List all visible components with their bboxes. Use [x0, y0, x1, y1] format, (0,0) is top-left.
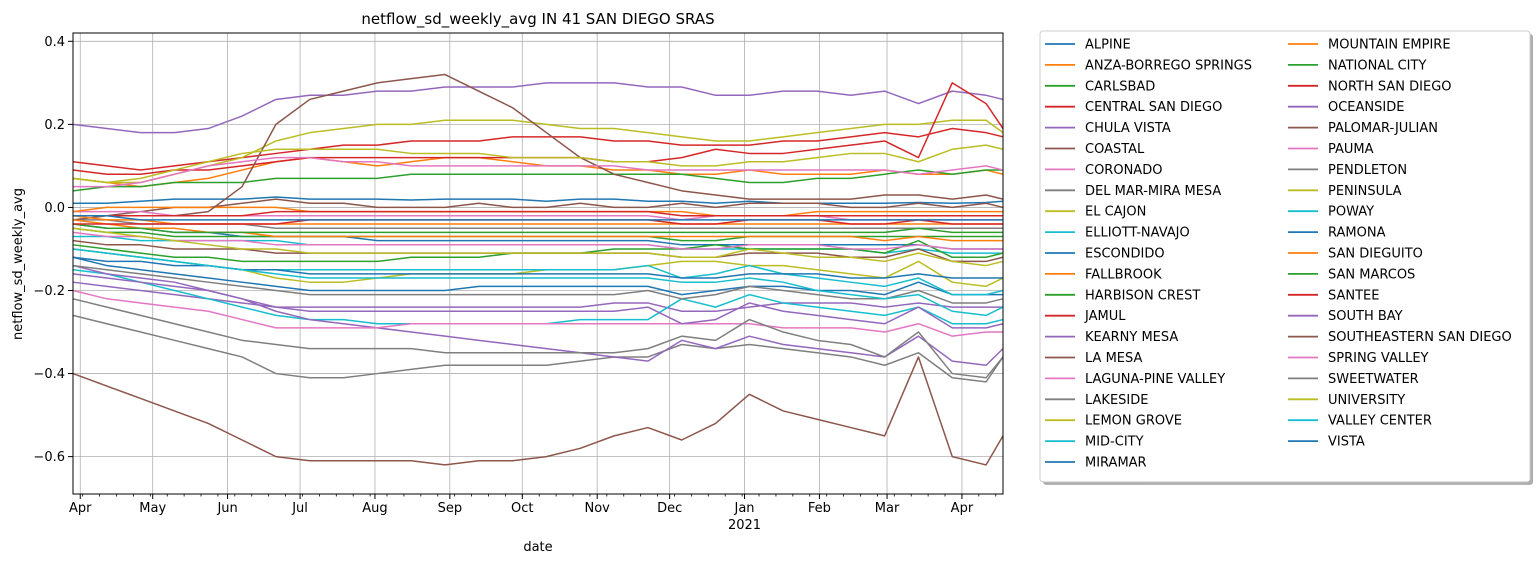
series-line-palomar-julian — [72, 356, 1004, 466]
legend-label: LEMON GROVE — [1085, 414, 1182, 429]
legend-label: CARLSBAD — [1085, 79, 1155, 94]
legend-label: SAN DIEGUITO — [1328, 247, 1423, 262]
legend-label: MID-CITY — [1085, 435, 1144, 450]
x-tick-label: May — [139, 501, 166, 516]
y-axis-label: netflow_sd_weekly_avg — [11, 188, 26, 340]
series-line-la-mesa — [72, 73, 1004, 221]
legend-box — [1039, 30, 1531, 483]
y-axis: −0.6 −0.4 −0.2 0.0 0.2 0.4 — [33, 35, 73, 465]
series-line-lakeside — [72, 314, 1004, 383]
series-line-carlsbad — [72, 169, 1003, 192]
legend-label: RAMONA — [1328, 226, 1386, 241]
legend-label: SAN MARCOS — [1328, 267, 1415, 282]
legend-label: MIRAMAR — [1085, 456, 1147, 471]
y-tick-label: 0.0 — [44, 201, 65, 216]
series-line-coastal — [73, 198, 1004, 217]
legend-label: COASTAL — [1085, 142, 1145, 157]
series-line-mountain-empire — [72, 219, 1003, 242]
series-line-spring-valley — [72, 231, 1003, 250]
series-line-south-bay — [72, 273, 1004, 329]
legend-label: CENTRAL SAN DIEGO — [1085, 100, 1222, 115]
x-axis-label: date — [523, 540, 552, 555]
series-lines — [72, 73, 1004, 466]
series-line-university — [72, 227, 1004, 267]
legend-label: ESCONDIDO — [1085, 247, 1165, 262]
series-line-pauma — [72, 289, 1003, 337]
legend-label: PENINSULA — [1328, 184, 1402, 199]
series-line-laguna-pine-valley — [73, 156, 1004, 188]
x-tick-label: Oct — [511, 501, 533, 516]
series-line-escondido — [72, 223, 1003, 250]
legend-label: LAKESIDE — [1085, 393, 1148, 408]
series-line-peninsula — [72, 144, 1004, 184]
legend-label: OCEANSIDE — [1328, 100, 1404, 115]
legend-label: DEL MAR-MIRA MESA — [1085, 184, 1221, 199]
series-line-pendleton — [72, 298, 1004, 379]
legend-label: FALLBROOK — [1085, 267, 1162, 282]
legend-label: ALPINE — [1085, 38, 1131, 53]
legend-label: EL CAJON — [1085, 205, 1146, 220]
x-tick-label: Jun — [216, 501, 237, 516]
series-line-chula-vista — [72, 82, 1004, 134]
series-line-lemon-grove — [72, 248, 1004, 288]
series-line-sweetwater — [72, 264, 1004, 304]
series-line-north-san-diego — [73, 210, 1003, 217]
legend-label: SPRING VALLEY — [1328, 351, 1429, 366]
legend-label: NATIONAL CITY — [1328, 58, 1426, 73]
y-tick-label: 0.4 — [44, 35, 65, 50]
plot-frame — [72, 32, 1004, 495]
legend-label: MOUNTAIN EMPIRE — [1328, 38, 1451, 53]
legend-label: LA MESA — [1085, 351, 1142, 366]
x-tick-label: Jul — [291, 501, 308, 516]
legend-label: NORTH SAN DIEGO — [1328, 79, 1452, 94]
x-tick-label: Feb — [808, 501, 831, 516]
legend-label: PALOMAR-JULIAN — [1328, 121, 1438, 136]
chart-title: netflow_sd_weekly_avg IN 41 SAN DIEGO SR… — [361, 10, 714, 29]
legend-label: PENDLETON — [1328, 163, 1407, 178]
legend: ALPINE ANZA-BORREGO SPRINGS CARLSBAD CENTRA… — [1039, 30, 1533, 485]
x-tick-label: Apr — [69, 501, 92, 516]
x-tick-label: Aug — [362, 501, 387, 516]
x-tick-label: Sep — [438, 501, 463, 516]
legend-label: CORONADO — [1085, 163, 1162, 178]
y-tick-label: −0.4 — [33, 367, 65, 382]
series-line-kearny-mesa — [72, 281, 1003, 313]
series-line-el-cajon — [72, 119, 1004, 184]
legend-label: SOUTH BAY — [1328, 309, 1403, 324]
series-line-central-san-diego — [72, 127, 1004, 171]
legend-label: HARBISON CREST — [1085, 288, 1200, 303]
x-tick-label: Jan — [734, 501, 755, 516]
series-line-san-marcos — [72, 223, 1003, 234]
legend-label: ANZA-BORREGO SPRINGS — [1085, 58, 1252, 73]
x-tick-label: Apr — [951, 501, 974, 516]
y-tick-label: −0.6 — [33, 450, 65, 465]
series-line-valley-center — [72, 248, 1004, 317]
x-year-label: 2021 — [728, 518, 761, 533]
x-tick-label: Dec — [657, 501, 682, 516]
series-line-poway — [72, 248, 1004, 296]
legend-label: SANTEE — [1328, 288, 1379, 303]
legend-label: SOUTHEASTERN SAN DIEGO — [1328, 330, 1512, 345]
legend-label: PAUMA — [1328, 142, 1374, 157]
series-line-miramar — [72, 256, 1003, 296]
legend-label: POWAY — [1328, 205, 1374, 220]
x-axis: Apr May Jun Jul Aug Sep Oct Nov Dec Jan Feb Mar Apr 2… — [69, 494, 997, 533]
series-line-vista — [73, 214, 1003, 221]
x-tick-label: Mar — [875, 501, 900, 516]
legend-label: KEARNY MESA — [1085, 330, 1178, 345]
x-tick-label: Nov — [584, 501, 610, 516]
legend-label: LAGUNA-PINE VALLEY — [1085, 372, 1225, 387]
y-tick-label: −0.2 — [33, 284, 65, 299]
series-line-alpine — [73, 196, 1004, 205]
legend-label: VALLEY CENTER — [1328, 414, 1432, 429]
legend-label: CHULA VISTA — [1085, 121, 1171, 136]
legend-label: ELLIOTT-NAVAJO — [1085, 226, 1190, 241]
legend-label: VISTA — [1328, 435, 1365, 450]
y-tick-label: 0.2 — [44, 118, 65, 133]
legend-label: UNIVERSITY — [1328, 393, 1405, 408]
legend-label: JAMUL — [1084, 309, 1126, 324]
legend-label: SWEETWATER — [1328, 372, 1419, 387]
